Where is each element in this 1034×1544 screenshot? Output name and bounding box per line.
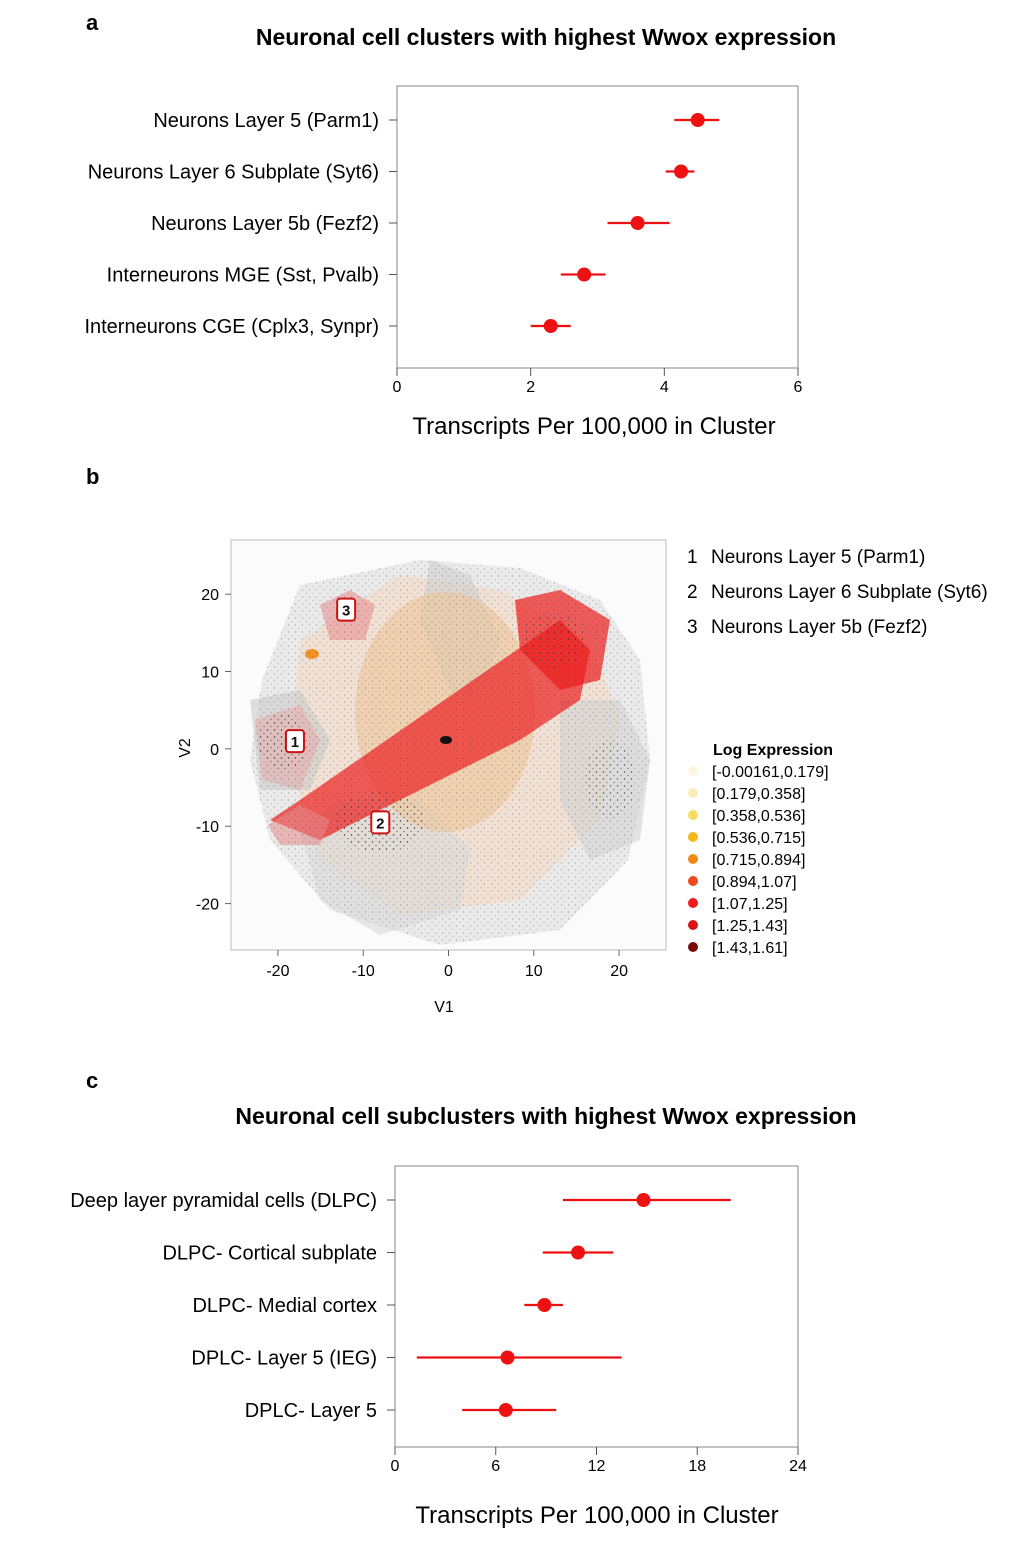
legend-label: [0.715,0.894] — [712, 852, 805, 869]
legend-title: Log Expression — [713, 742, 833, 759]
panel-c-title: Neuronal cell subclusters with highest W… — [235, 1103, 856, 1129]
panel-c-category-label: DLPC- Cortical subplate — [162, 1243, 377, 1265]
tsne-dense-cluster-topright — [521, 612, 585, 668]
cluster-legend-number: 2 — [687, 582, 698, 603]
cluster-badge-2 — [370, 810, 391, 835]
cluster-badge-3 — [336, 597, 357, 622]
panel-c-data-point — [498, 1403, 513, 1417]
panel-letter-c: c — [86, 1068, 98, 1093]
legend-swatch — [688, 898, 698, 908]
panel-c-category-label: DPLC- Layer 5 (IEG) — [191, 1348, 377, 1370]
cluster-legend-number: 1 — [687, 547, 698, 568]
panel-c-data-point — [571, 1245, 586, 1260]
tsne-x-tick-label: 0 — [444, 963, 453, 980]
tsne-x-tick-label: 20 — [610, 963, 628, 980]
panel-c-data-point — [500, 1350, 515, 1365]
legend-swatch — [688, 920, 698, 930]
panel-a-title: Neuronal cell clusters with highest Wwox… — [256, 24, 836, 50]
legend-swatch — [688, 942, 698, 952]
panel-c-x-axis-label: Transcripts Per 100,000 in Cluster — [415, 1502, 778, 1529]
tsne-y-tick-label: 20 — [201, 587, 219, 604]
panel-c-x-tick-label: 24 — [789, 1458, 807, 1475]
panel-c-data-point — [537, 1298, 552, 1312]
legend-label: [1.43,1.61] — [712, 940, 788, 957]
panel-a-data-point — [543, 319, 558, 333]
panel-a-plot-frame — [396, 85, 799, 369]
panel-a-category-label: Neurons Layer 5 (Parm1) — [153, 110, 379, 132]
tsne-cluster-hulls — [250, 560, 650, 945]
panel-a-data-point — [690, 113, 705, 127]
legend-label: [1.25,1.43] — [712, 918, 788, 935]
tsne-y-tick-label: -10 — [196, 819, 219, 836]
tsne-dark-center-point — [440, 736, 452, 744]
panel-c-x-tick-label: 0 — [391, 1458, 400, 1475]
legend-swatch — [688, 766, 698, 776]
tsne-y-tick-label: 10 — [201, 665, 219, 682]
cluster-legend-number: 3 — [687, 617, 698, 638]
panel-a-x-axis-label: Transcripts Per 100,000 in Cluster — [412, 413, 775, 440]
legend-label: [0.179,0.358] — [712, 786, 805, 803]
panel-c-x-tick-label: 12 — [588, 1458, 606, 1475]
legend-swatch — [688, 810, 698, 820]
panel-a-x-tick-label: 4 — [660, 379, 669, 396]
panel-a-x-tick-label: 0 — [393, 379, 402, 396]
tsne-dense-cluster-right — [585, 740, 635, 820]
panel-a-category-label: Interneurons CGE (Cplx3, Synpr) — [84, 316, 379, 338]
cluster-badge-label: 3 — [342, 603, 350, 620]
panel-letter-a: a — [86, 10, 99, 35]
panel-a-category-label: Interneurons MGE (Sst, Pvalb) — [107, 265, 379, 287]
panel-c-category-label: Deep layer pyramidal cells (DLPC) — [70, 1190, 377, 1212]
panel-c: c Neuronal cell subclusters with highest… — [70, 1068, 856, 1529]
tsne-x-tick-label: 10 — [525, 963, 543, 980]
legend-label: [1.07,1.25] — [712, 896, 788, 913]
panel-c-data-point — [636, 1193, 651, 1207]
tsne-y-tick-label: -20 — [196, 897, 219, 914]
legend-label: [-0.00161,0.179] — [712, 764, 829, 781]
legend-label: [0.358,0.536] — [712, 808, 805, 825]
panel-a-data-point — [674, 164, 689, 179]
panel-a-category-label: Neurons Layer 6 Subplate (Syt6) — [88, 162, 379, 184]
panel-a-data-point — [577, 267, 592, 282]
tsne-x-axis-label: V1 — [434, 999, 454, 1016]
tsne-x-tick-label: -10 — [352, 963, 375, 980]
legend-swatch — [688, 788, 698, 798]
tsne-dense-cluster-1 — [258, 714, 308, 770]
panel-b: b -20 -10 0 10 20 20 10 0 — [86, 464, 988, 1016]
legend-swatch — [688, 854, 698, 864]
tsne-y-tick-label: 0 — [210, 742, 219, 759]
panel-letter-b: b — [86, 464, 99, 489]
panel-a-x-tick-label: 6 — [794, 379, 803, 396]
panel-a-category-label: Neurons Layer 5b (Fezf2) — [151, 213, 379, 235]
panel-c-x-tick-label: 18 — [688, 1458, 706, 1475]
cluster-legend-name: Neurons Layer 5 (Parm1) — [711, 547, 925, 568]
legend-swatch — [688, 876, 698, 886]
legend-swatch — [688, 832, 698, 842]
cluster-badge-label: 2 — [376, 815, 384, 832]
panel-a: a Neuronal cell clusters with highest Ww… — [84, 10, 836, 440]
tsne-y-axis-label: V2 — [177, 738, 194, 758]
panel-c-category-label: DLPC- Medial cortex — [192, 1295, 377, 1317]
panel-c-plot-frame — [394, 1165, 799, 1448]
panel-c-category-label: DPLC- Layer 5 — [245, 1400, 377, 1422]
cluster-badge-1 — [284, 729, 305, 754]
cluster-badge-label: 1 — [291, 734, 299, 751]
tsne-x-tick-label: -20 — [266, 963, 289, 980]
legend-label: [0.536,0.715] — [712, 830, 805, 847]
cluster-legend-name: Neurons Layer 6 Subplate (Syt6) — [711, 582, 988, 603]
legend-label: [0.894,1.07] — [712, 874, 797, 891]
panel-c-x-tick-label: 6 — [491, 1458, 500, 1475]
panel-a-data-point — [630, 216, 645, 230]
cluster-legend-name: Neurons Layer 5b (Fezf2) — [711, 617, 928, 638]
panel-a-x-tick-label: 2 — [526, 379, 535, 396]
